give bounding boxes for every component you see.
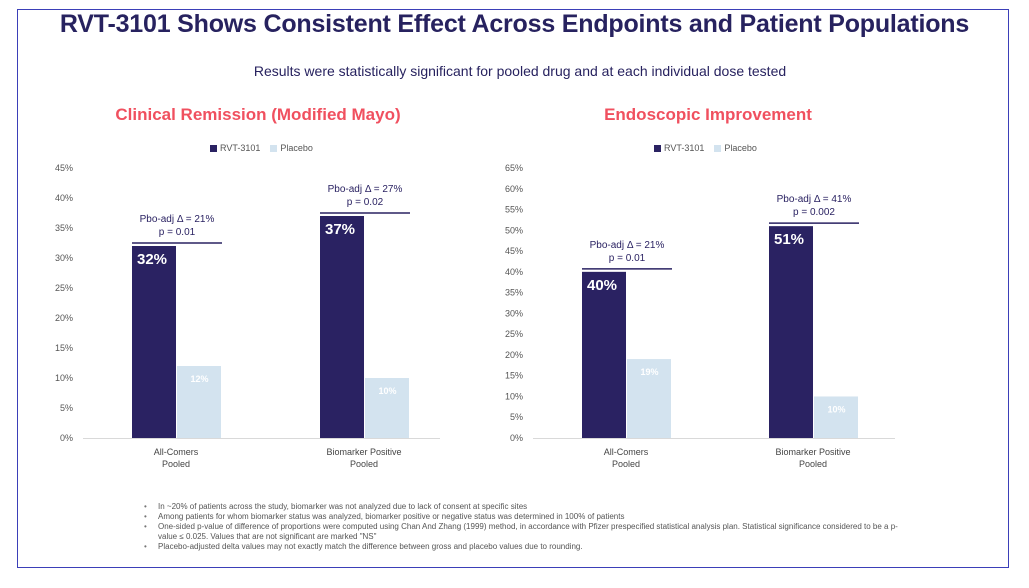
- data-label-placebo: 10%: [378, 386, 396, 396]
- x-category-label: Biomarker Positive: [326, 447, 401, 457]
- bar-rvt: [582, 271, 626, 438]
- y-tick-label: 0%: [60, 433, 73, 443]
- y-tick-label: 35%: [505, 288, 523, 298]
- footnotes: In ~20% of patients across the study, bi…: [143, 502, 903, 552]
- data-label-rvt: 32%: [137, 251, 167, 268]
- legend-item-rvt: RVT-3101: [210, 143, 260, 153]
- bar-rvt: [320, 216, 364, 438]
- legend-swatch-rvt: [210, 144, 217, 152]
- y-tick-label: 15%: [55, 343, 73, 353]
- footnote-item: Placebo-adjusted delta values may not ex…: [144, 542, 903, 552]
- y-tick-label: 25%: [55, 283, 73, 293]
- legend-swatch-rvt: [654, 144, 661, 152]
- y-tick-label: 30%: [55, 253, 73, 263]
- x-category-label: Pooled: [350, 459, 378, 469]
- y-tick-label: 60%: [505, 184, 523, 194]
- legend-label-placebo: Placebo: [724, 143, 757, 153]
- annotation-delta: Pbo-adj Δ = 41%: [777, 194, 852, 205]
- slide-subtitle: Results were statistically significant f…: [253, 63, 787, 79]
- y-tick-label: 10%: [505, 391, 523, 401]
- legend-swatch-placebo: [270, 144, 278, 152]
- legend-label-placebo: Placebo: [280, 143, 313, 153]
- y-tick-label: 0%: [510, 433, 523, 443]
- bar-placebo: [365, 378, 409, 438]
- data-label-rvt: 37%: [325, 221, 355, 238]
- footnote-item: In ~20% of patients across the study, bi…: [144, 502, 903, 512]
- x-category-label: Biomarker Positive: [775, 447, 850, 457]
- x-category-label: Pooled: [162, 459, 190, 469]
- legend-item-placebo: Placebo: [714, 143, 757, 153]
- legend-item-placebo: Placebo: [270, 143, 313, 153]
- y-tick-label: 50%: [505, 225, 523, 235]
- data-label-placebo: 19%: [640, 367, 658, 377]
- y-tick-label: 10%: [55, 373, 73, 383]
- footnote-item: Among patients for whom biomarker status…: [144, 512, 903, 522]
- y-tick-label: 55%: [505, 205, 523, 215]
- bar-rvt: [132, 246, 176, 438]
- annotation-p-value: p = 0.01: [609, 253, 646, 264]
- bar-rvt: [769, 226, 813, 438]
- y-tick-label: 5%: [60, 403, 73, 413]
- annotation-delta: Pbo-adj Δ = 27%: [328, 184, 403, 195]
- y-tick-label: 20%: [55, 313, 73, 323]
- legend-clinical-remission: RVT-3101 Placebo: [210, 143, 319, 153]
- footnote-item: One-sided p-value of difference of propo…: [144, 522, 903, 542]
- legend-endoscopic-improvement: RVT-3101 Placebo: [654, 143, 763, 153]
- annotation-p-value: p = 0.01: [159, 227, 196, 238]
- legend-label-rvt: RVT-3101: [220, 143, 261, 153]
- annotation-delta: Pbo-adj Δ = 21%: [140, 214, 215, 225]
- chart-title-clinical-remission: Clinical Remission (Modified Mayo): [115, 105, 401, 124]
- chart-title-endoscopic-improvement: Endoscopic Improvement: [604, 105, 812, 124]
- x-category-label: Pooled: [799, 459, 827, 469]
- y-tick-label: 40%: [505, 267, 523, 277]
- y-tick-label: 35%: [55, 223, 73, 233]
- data-label-rvt: 51%: [774, 231, 804, 248]
- legend-item-rvt: RVT-3101: [654, 143, 704, 153]
- x-category-label: All-Comers: [604, 447, 649, 457]
- y-tick-label: 45%: [55, 163, 73, 173]
- y-tick-label: 45%: [505, 246, 523, 256]
- x-category-label: Pooled: [612, 459, 640, 469]
- annotation-delta: Pbo-adj Δ = 21%: [590, 240, 665, 251]
- y-tick-label: 65%: [505, 163, 523, 173]
- slide-frame: [17, 9, 1009, 568]
- legend-swatch-placebo: [714, 144, 722, 152]
- slide-title: RVT-3101 Shows Consistent Effect Across …: [59, 10, 970, 38]
- bar-placebo: [627, 359, 671, 438]
- bar-placebo: [814, 396, 858, 438]
- annotation-p-value: p = 0.002: [793, 207, 835, 218]
- y-tick-label: 20%: [505, 350, 523, 360]
- data-label-placebo: 10%: [827, 404, 845, 414]
- y-tick-label: 25%: [505, 329, 523, 339]
- annotation-p-value: p = 0.02: [347, 197, 384, 208]
- legend-label-rvt: RVT-3101: [664, 143, 705, 153]
- y-tick-label: 15%: [505, 371, 523, 381]
- y-tick-label: 30%: [505, 308, 523, 318]
- data-label-rvt: 40%: [587, 277, 617, 294]
- y-tick-label: 40%: [55, 193, 73, 203]
- x-category-label: All-Comers: [154, 447, 199, 457]
- y-tick-label: 5%: [510, 412, 523, 422]
- bar-placebo: [177, 366, 221, 438]
- data-label-placebo: 12%: [190, 374, 208, 384]
